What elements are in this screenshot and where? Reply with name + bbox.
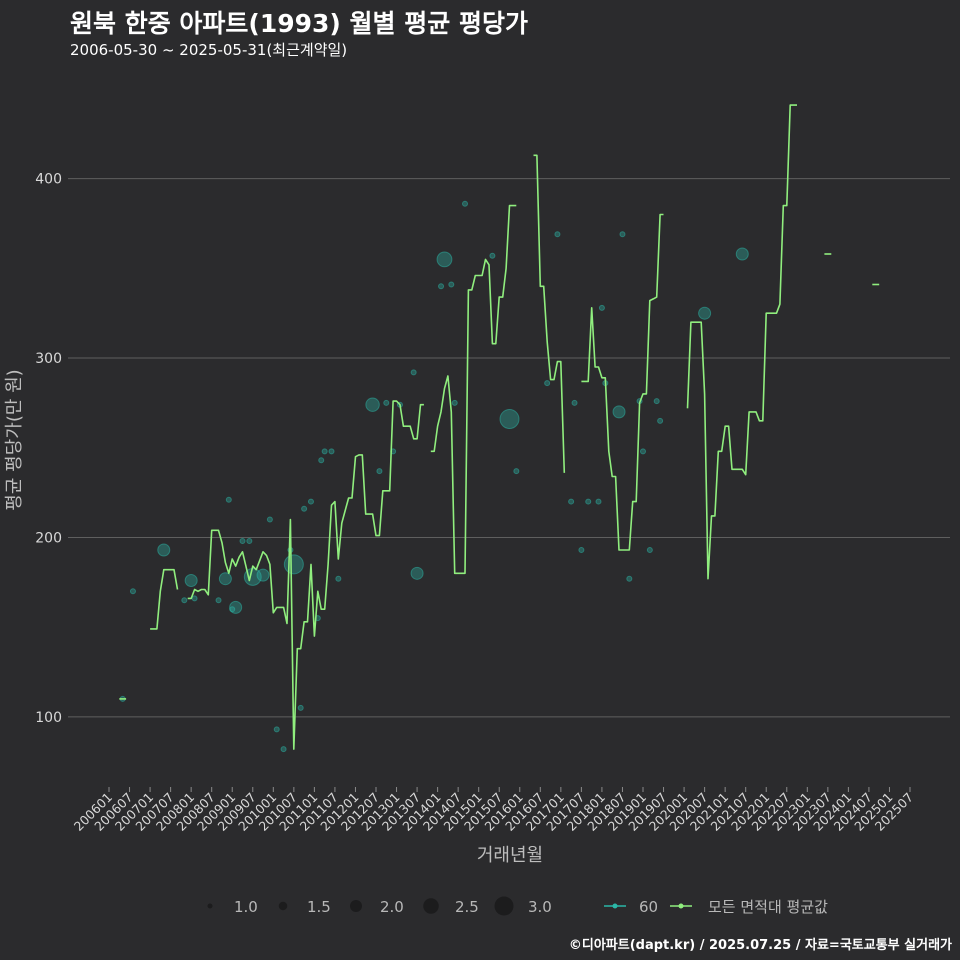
legend-avg-label: 모든 면적대 평균값 [708, 898, 828, 916]
bubble-point [246, 538, 253, 545]
avg-price-line [533, 154, 566, 473]
bubble-point [184, 573, 198, 587]
bubble-point [568, 498, 575, 505]
bubble-point [438, 283, 445, 290]
bubble-layer [119, 200, 749, 753]
legend: 1.0 1.5 2.0 2.5 3.0 60 모든 면적대 평균값 [207, 896, 828, 916]
bubble-point [215, 597, 222, 604]
bubble-point [273, 726, 280, 733]
avg-price-line [430, 204, 517, 575]
bubble-point [612, 405, 626, 419]
bubble-point [239, 538, 246, 545]
bubble-point [297, 704, 304, 711]
bubble-point [318, 457, 325, 464]
bubble-point [462, 200, 468, 207]
bubble-point [383, 399, 390, 406]
bubble-point [328, 448, 335, 455]
bubble-point [410, 369, 417, 376]
legend-size-swatch [207, 903, 213, 909]
bubble-point [598, 304, 605, 311]
grid-layer [68, 178, 950, 718]
bubble-point [266, 516, 273, 523]
y-tick-label: 200 [35, 530, 62, 546]
legend-size-label: 1.5 [307, 898, 331, 916]
bubble-point [578, 547, 585, 553]
bubble-point [229, 600, 243, 614]
bubble-point [129, 588, 136, 595]
bubble-point [513, 468, 520, 475]
bubble-point [181, 597, 188, 604]
bubble-point [653, 398, 660, 405]
bubble-point [698, 306, 712, 320]
legend-60-label: 60 [639, 898, 658, 916]
chart-title: 원북 한중 아파트(1993) 월별 평균 평당가 [70, 9, 528, 38]
y-axis-title: 평균 평당가(만 원) [4, 369, 25, 510]
legend-size-swatch [278, 901, 288, 911]
bubble-point [376, 468, 383, 475]
bubble-point [410, 566, 424, 580]
bubble-point [499, 409, 520, 430]
line-layer [119, 104, 880, 750]
bubble-point [585, 498, 592, 505]
legend-size-label: 3.0 [528, 898, 552, 916]
bubble-point [335, 575, 342, 582]
bubble-point [256, 568, 270, 582]
bubble-point [218, 572, 232, 586]
y-tick-label: 400 [35, 172, 62, 188]
avg-price-line [686, 104, 797, 580]
bubble-point [448, 281, 455, 288]
bubble-point [321, 448, 328, 455]
bubble-point [735, 247, 749, 261]
bubble-point [225, 496, 232, 503]
legend-size-swatch [423, 898, 439, 914]
axis-layer: 1002003004002006012006072007012007072008… [35, 172, 916, 834]
bubble-point [301, 505, 308, 512]
bubble-point [436, 251, 453, 268]
y-tick-label: 100 [35, 710, 62, 726]
bubble-point [657, 417, 664, 424]
bubble-point [595, 498, 602, 505]
legend-size-swatch [494, 896, 514, 916]
legend-avg-dot [678, 903, 684, 909]
bubble-point [451, 399, 458, 406]
legend-size-swatch [350, 900, 362, 912]
bubble-point [365, 397, 380, 412]
bubble-point [554, 231, 561, 238]
legend-size-label: 2.5 [455, 898, 479, 916]
bubble-point [619, 231, 626, 238]
chart-subtitle: 2006-05-30 ~ 2025-05-31(최근계약일) [70, 41, 348, 59]
bubble-point [280, 746, 287, 753]
avg-price-line [150, 568, 179, 630]
legend-60-dot [612, 903, 618, 909]
bubble-point [626, 575, 633, 582]
bubble-point [489, 252, 496, 259]
avg-price-line [581, 213, 664, 551]
x-axis-title: 거래년월 [477, 845, 543, 866]
legend-size-label: 2.0 [380, 898, 404, 916]
legend-size-label: 1.0 [234, 898, 258, 916]
bubble-point [640, 448, 646, 455]
footer-credit: ©디아파트(dapt.kr) / 2025.07.25 / 자료=국토교통부 실… [568, 938, 952, 953]
avg-price-line [187, 400, 424, 750]
bubble-point [646, 547, 653, 553]
bubble-point [191, 595, 198, 602]
bubble-point [544, 380, 551, 387]
bubble-point [307, 498, 314, 505]
bubble-point [571, 399, 578, 406]
bubble-point [157, 543, 171, 557]
y-tick-label: 300 [35, 351, 62, 367]
bubble-point [283, 554, 304, 575]
